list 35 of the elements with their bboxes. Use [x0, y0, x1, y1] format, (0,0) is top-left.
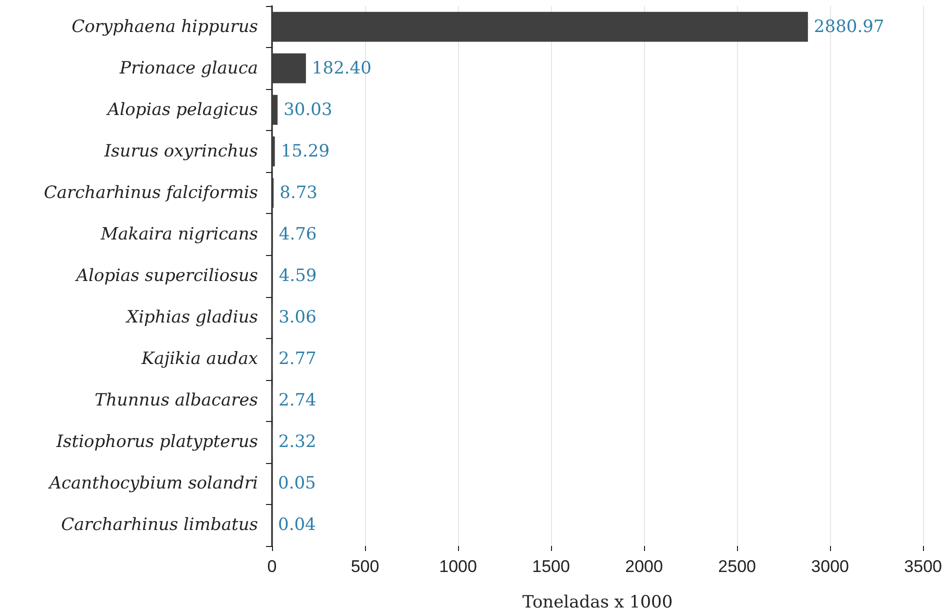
x-tick-label: 3500 [904, 557, 942, 576]
data-label: 0.04 [278, 515, 316, 536]
y-tick-label: Kajikia audax [140, 349, 258, 370]
data-label: 8.73 [280, 182, 318, 203]
x-tick-label: 500 [350, 557, 380, 576]
y-tick-label: Alopias pelagicus [105, 100, 258, 120]
x-tick-label: 2000 [625, 557, 663, 576]
y-tick-label: Thunnus albacares [94, 390, 258, 411]
y-tick-label: Acanthocybium solandri [47, 474, 258, 494]
y-tick-label: Makaira nigricans [100, 224, 258, 244]
y-tick-label: Coryphaena hippurus [72, 16, 258, 37]
data-label: 0.05 [278, 474, 316, 494]
y-tick-label: Prionace glauca [118, 58, 258, 78]
y-tick-label: Carcharhinus limbatus [61, 515, 258, 536]
x-tick-label: 3000 [811, 557, 849, 576]
data-label: 3.06 [278, 308, 316, 328]
x-tick-label: 1000 [439, 557, 477, 576]
data-label: 4.59 [278, 266, 317, 286]
data-label: 2.77 [278, 349, 316, 370]
y-tick-label: Istiophorus platypterus [55, 432, 258, 452]
y-tick-label: Isurus oxyrinchus [103, 141, 258, 162]
x-tick-label: 1500 [532, 557, 570, 576]
data-label: 30.03 [284, 100, 332, 120]
data-label: 4.76 [278, 224, 317, 244]
data-label: 2.74 [278, 390, 316, 411]
data-label: 2.32 [278, 432, 316, 452]
data-label: 182.40 [312, 58, 372, 78]
x-tick-label: 0 [267, 557, 277, 576]
data-label: 2880.97 [814, 16, 884, 37]
x-tick-label: 2500 [718, 557, 756, 576]
y-tick-label: Carcharhinus falciformis [44, 182, 258, 203]
y-tick-label: Xiphias gladius [124, 308, 258, 328]
x-axis-title: Toneladas x 1000 [522, 592, 673, 612]
data-label: 15.29 [280, 141, 330, 162]
y-tick-label: Alopias superciliosus [74, 266, 258, 286]
